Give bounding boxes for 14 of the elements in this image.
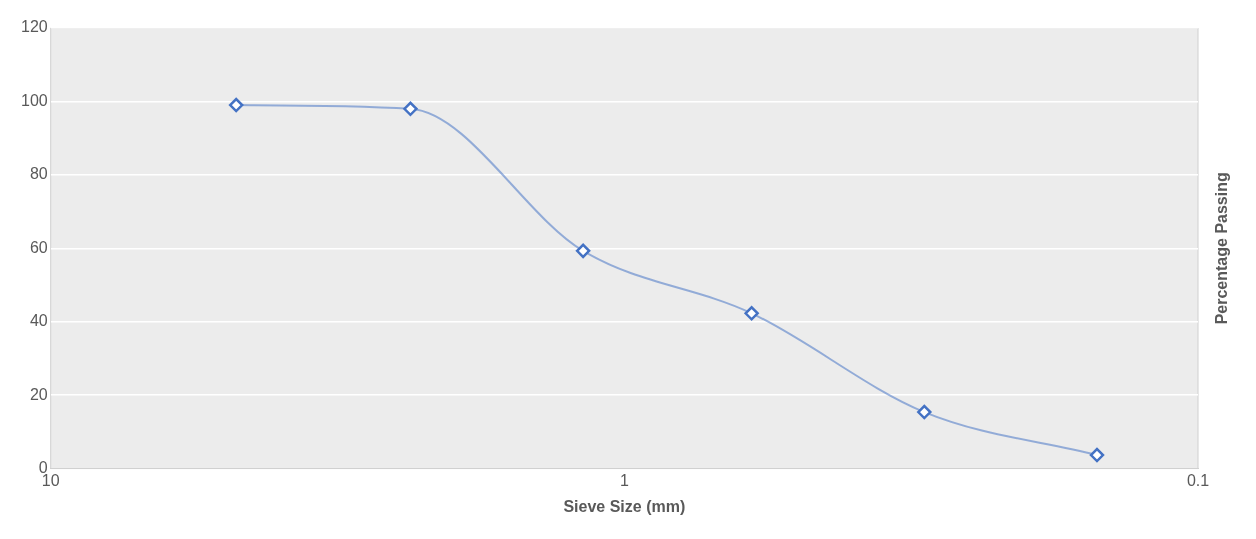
- x-tick-label: 0.1: [1186, 471, 1210, 489]
- y-axis-title: Percentage Passing: [1213, 172, 1231, 325]
- y-tick-label: 120: [20, 18, 48, 36]
- point: [917, 404, 932, 420]
- y-tick-label: 80: [29, 165, 48, 183]
- x-axis-title: Sieve Size (mm): [563, 497, 686, 515]
- point: [1089, 447, 1105, 463]
- point: [228, 97, 244, 113]
- y-tick-label: 40: [29, 312, 48, 330]
- y-tick-label: 100: [20, 91, 48, 109]
- x-tick-label: 1: [619, 471, 629, 489]
- point: [744, 306, 759, 321]
- y-tick-label: 20: [29, 385, 48, 403]
- y-tick-label: 60: [29, 238, 48, 256]
